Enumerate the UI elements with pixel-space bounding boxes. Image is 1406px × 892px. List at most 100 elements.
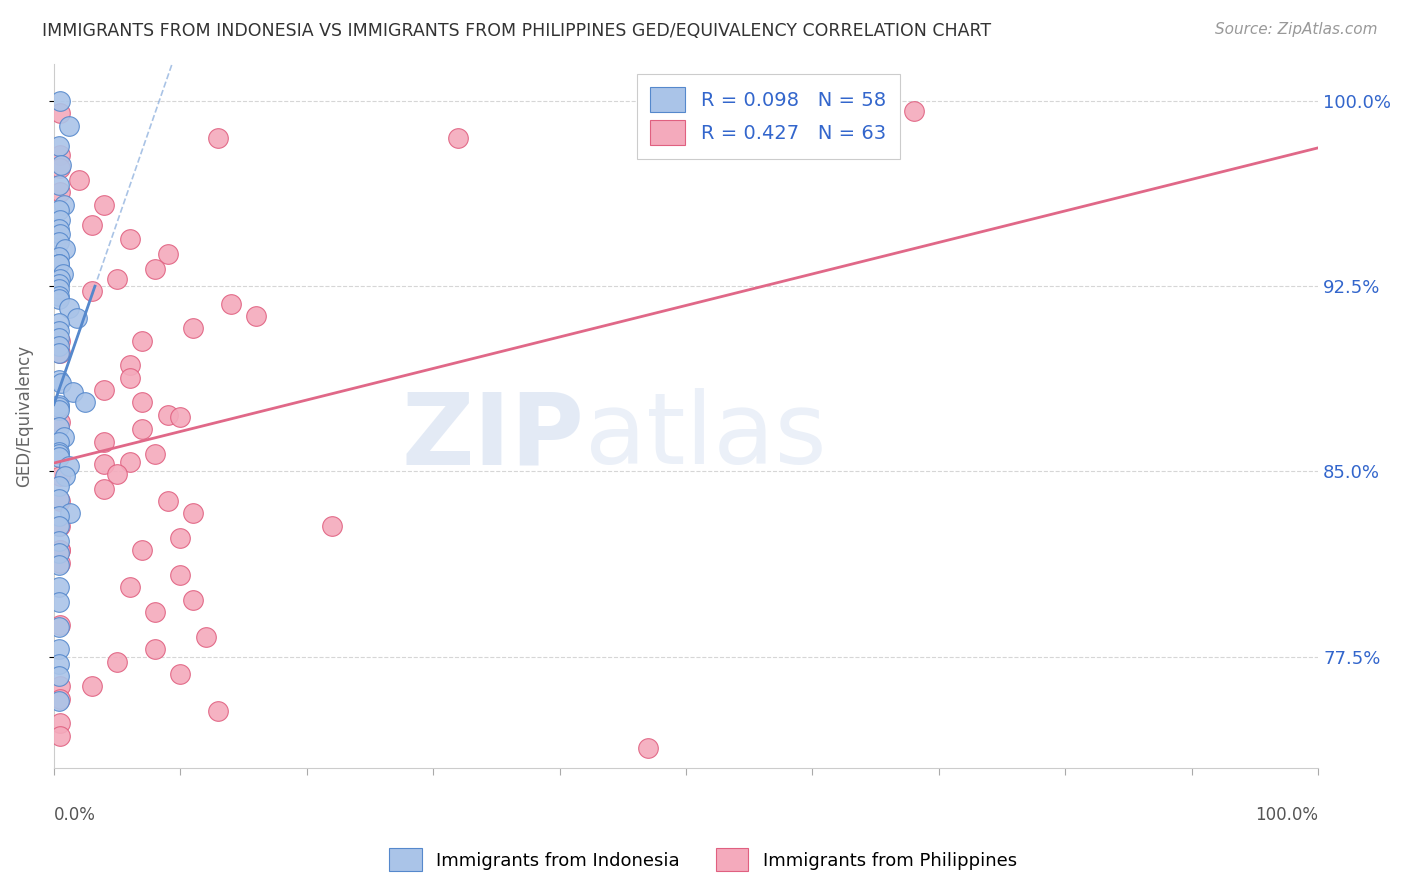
Point <box>865 94 887 108</box>
Point <box>48 581 70 595</box>
Point <box>48 292 70 306</box>
Point <box>105 272 128 286</box>
Point <box>53 469 76 483</box>
Point <box>194 630 217 644</box>
Point <box>93 383 115 397</box>
Point <box>131 543 153 558</box>
Point <box>131 395 153 409</box>
Point <box>447 131 470 145</box>
Point <box>58 119 80 133</box>
Point <box>143 262 166 277</box>
Point <box>48 434 70 449</box>
Point <box>181 321 204 335</box>
Point <box>49 679 72 693</box>
Point <box>65 311 87 326</box>
Point <box>52 198 75 212</box>
Point <box>93 434 115 449</box>
Text: Source: ZipAtlas.com: Source: ZipAtlas.com <box>1215 22 1378 37</box>
Point <box>49 161 72 175</box>
Point <box>48 346 70 360</box>
Point <box>245 309 267 323</box>
Point <box>143 642 166 657</box>
Point <box>49 617 72 632</box>
Point <box>181 592 204 607</box>
Point <box>49 334 72 348</box>
Point <box>53 242 76 256</box>
Point <box>105 655 128 669</box>
Point <box>48 277 70 291</box>
Point <box>93 482 115 496</box>
Y-axis label: GED/Equivalency: GED/Equivalency <box>15 345 32 487</box>
Point <box>207 131 229 145</box>
Point <box>67 173 90 187</box>
Point <box>48 138 70 153</box>
Point <box>49 106 72 120</box>
Point <box>48 657 70 671</box>
Point <box>118 358 141 372</box>
Point <box>52 267 75 281</box>
Point <box>143 605 166 619</box>
Point <box>321 518 343 533</box>
Point <box>59 507 82 521</box>
Point <box>207 704 229 718</box>
Point <box>48 331 70 345</box>
Point <box>48 324 70 338</box>
Point <box>93 457 115 471</box>
Point <box>118 370 141 384</box>
Point <box>51 158 73 172</box>
Point <box>48 373 70 387</box>
Point <box>169 666 191 681</box>
Point <box>49 543 72 558</box>
Point <box>48 282 70 296</box>
Point <box>49 346 72 360</box>
Point <box>48 202 70 217</box>
Point <box>48 642 70 657</box>
Point <box>156 494 179 508</box>
Point <box>49 212 72 227</box>
Point <box>48 178 70 192</box>
Point <box>48 289 70 303</box>
Point <box>93 198 115 212</box>
Point <box>49 94 72 108</box>
Point <box>49 716 72 731</box>
Point <box>48 447 70 461</box>
Point <box>48 491 70 506</box>
Point <box>48 533 70 548</box>
Legend: R = 0.098   N = 58, R = 0.427   N = 63: R = 0.098 N = 58, R = 0.427 N = 63 <box>637 74 900 159</box>
Point <box>49 227 72 242</box>
Point <box>75 395 97 409</box>
Point <box>62 385 84 400</box>
Point <box>52 430 75 444</box>
Point <box>49 272 72 286</box>
Point <box>49 556 72 570</box>
Point <box>181 507 204 521</box>
Point <box>48 694 70 708</box>
Point <box>105 467 128 481</box>
Point <box>169 568 191 582</box>
Point <box>637 741 659 756</box>
Point <box>118 454 141 468</box>
Point <box>49 415 72 429</box>
Text: IMMIGRANTS FROM INDONESIA VS IMMIGRANTS FROM PHILIPPINES GED/EQUIVALENCY CORRELA: IMMIGRANTS FROM INDONESIA VS IMMIGRANTS … <box>42 22 991 40</box>
Point <box>48 402 70 417</box>
Point <box>49 186 72 200</box>
Point <box>49 729 72 743</box>
Point <box>49 691 72 706</box>
Point <box>80 218 103 232</box>
Point <box>48 401 70 415</box>
Point <box>48 558 70 573</box>
Point <box>48 450 70 464</box>
Text: 0.0%: 0.0% <box>53 806 96 824</box>
Point <box>156 247 179 261</box>
Point <box>118 581 141 595</box>
Point <box>48 222 70 236</box>
Point <box>48 620 70 634</box>
Point <box>58 301 80 316</box>
Point <box>48 669 70 683</box>
Point <box>48 479 70 493</box>
Point <box>48 338 70 352</box>
Point <box>80 284 103 298</box>
Point <box>48 508 70 523</box>
Point <box>48 595 70 609</box>
Point <box>903 103 925 118</box>
